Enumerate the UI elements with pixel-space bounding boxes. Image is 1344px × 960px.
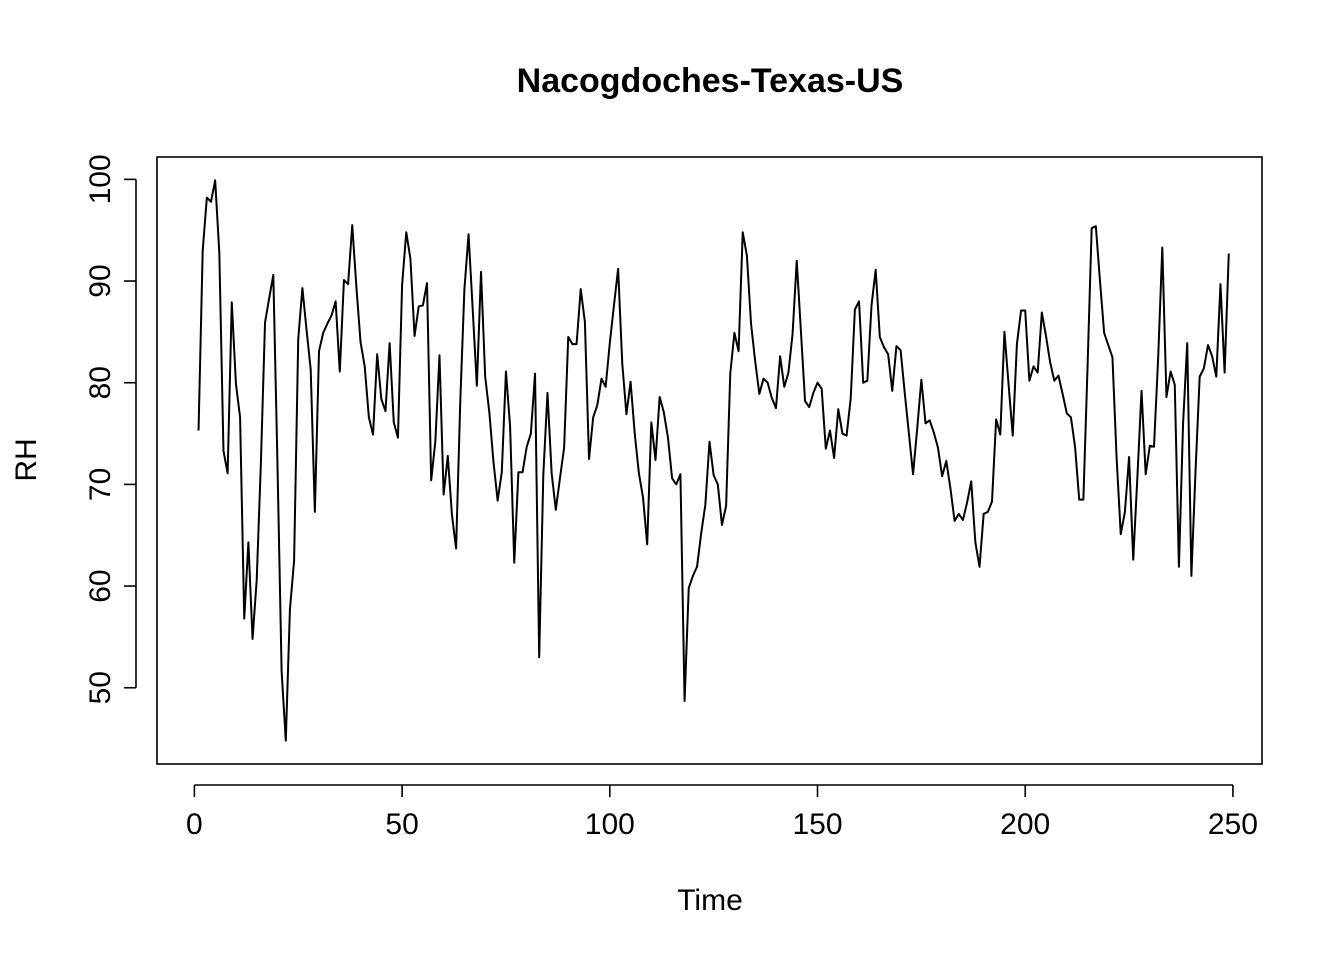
y-tick-label: 70 xyxy=(84,468,117,501)
y-tick-label: 50 xyxy=(84,671,117,704)
x-tick-label: 150 xyxy=(792,808,842,841)
x-tick-label: 250 xyxy=(1208,808,1258,841)
y-tick-label: 90 xyxy=(84,264,117,297)
x-axis: 0 50 100 150 200 250 xyxy=(186,784,1258,841)
x-tick-label: 0 xyxy=(186,808,203,841)
chart-title: Nacogdoches-Texas-US xyxy=(517,62,904,100)
x-tick-label: 100 xyxy=(585,808,635,841)
x-tick-label: 200 xyxy=(1000,808,1050,841)
plot-frame xyxy=(156,156,1263,765)
series-layer xyxy=(197,179,1230,742)
y-axis-label: RH xyxy=(10,438,43,481)
y-tick-label: 60 xyxy=(84,569,117,602)
series-line-0 xyxy=(197,179,1230,742)
x-axis-label: Time xyxy=(677,884,743,917)
x-tick-label: 50 xyxy=(385,808,418,841)
y-tick-label: 80 xyxy=(84,366,117,399)
y-axis: 50 60 70 80 90 100 xyxy=(84,154,137,704)
y-tick-label: 100 xyxy=(84,154,117,204)
